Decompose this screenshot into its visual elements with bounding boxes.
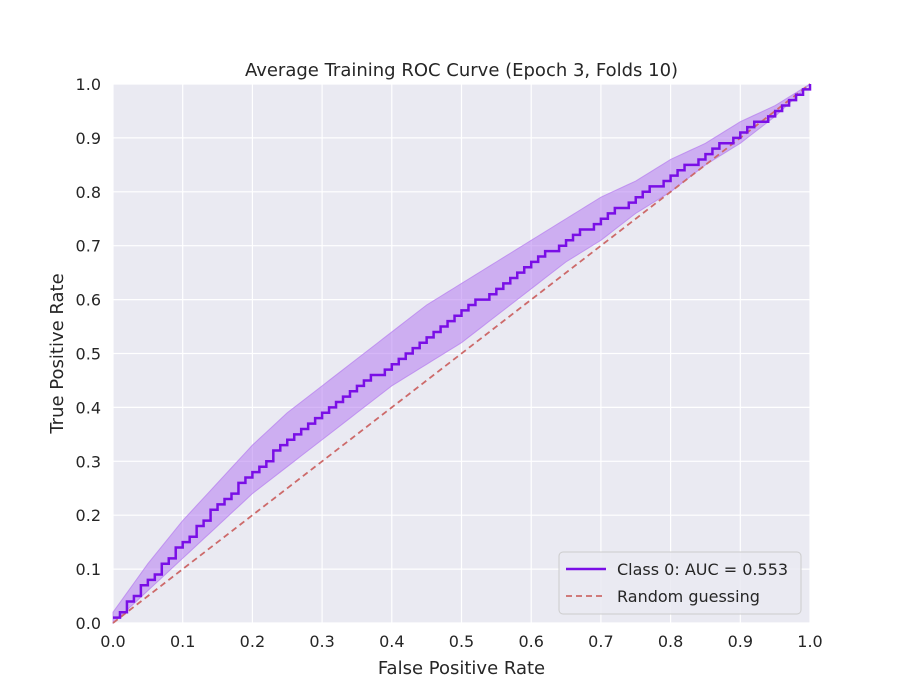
x-tick-label-4: 0.4 <box>379 632 404 651</box>
random-guessing-line <box>112 83 811 624</box>
series-layer <box>112 83 812 624</box>
y-tick-label-10: 1.0 <box>76 75 101 94</box>
legend-label-random-guessing: Random guessing <box>617 587 760 606</box>
x-tick-label-9: 0.9 <box>728 632 753 651</box>
x-axis-label: False Positive Rate <box>378 658 545 679</box>
tick-labels: 0.0 0.1 0.2 0.3 0.4 0.5 0.6 0.7 0.8 0.9 1.0 0.0 0.1 0… <box>76 75 823 651</box>
legend-box <box>558 551 802 615</box>
x-tick-label-6: 0.6 <box>518 632 543 651</box>
x-tick-label-7: 0.7 <box>588 632 613 651</box>
x-tick-label-8: 0.8 <box>658 632 683 651</box>
y-tick-label-2: 0.2 <box>76 506 101 525</box>
x-tick-label-3: 0.3 <box>309 632 334 651</box>
x-tick-label-2: 0.2 <box>240 632 265 651</box>
y-tick-label-3: 0.3 <box>76 452 101 471</box>
legend-label-class-0: Class 0: AUC = 0.553 <box>617 560 788 579</box>
x-tick-label-1: 0.1 <box>170 632 195 651</box>
y-tick-label-7: 0.7 <box>76 237 101 256</box>
x-tick-label-10: 1.0 <box>797 632 822 651</box>
y-tick-label-0: 0.0 <box>76 614 101 633</box>
y-tick-label-4: 0.4 <box>76 398 101 417</box>
y-axis-label: True Positive Rate <box>47 273 68 434</box>
class-0-roc-line <box>113 84 812 619</box>
y-tick-label-1: 0.1 <box>76 560 101 579</box>
y-tick-label-6: 0.6 <box>76 291 101 310</box>
y-tick-label-8: 0.8 <box>76 183 101 202</box>
chart-title: Average Training ROC Curve (Epoch 3, Fol… <box>245 60 678 81</box>
grid-lines <box>112 83 811 624</box>
y-tick-label-9: 0.9 <box>76 129 101 148</box>
y-tick-label-5: 0.5 <box>76 345 101 364</box>
x-tick-label-0: 0.0 <box>100 632 125 651</box>
legend: Class 0: AUC = 0.553 Random guessing <box>558 551 802 615</box>
x-tick-label-5: 0.5 <box>449 632 474 651</box>
